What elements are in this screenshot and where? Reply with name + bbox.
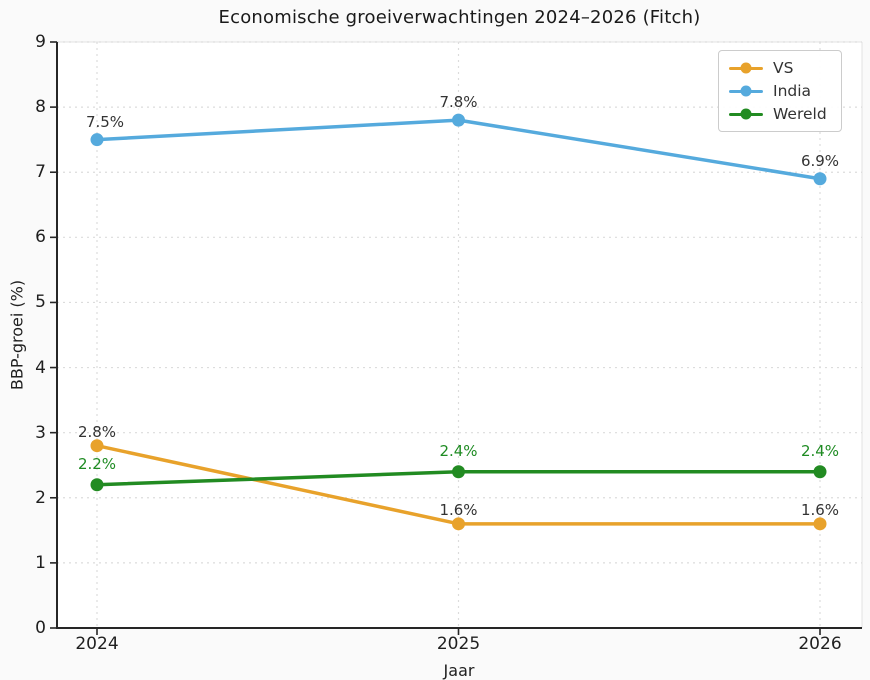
point-label-vs: 1.6% — [800, 500, 840, 519]
legend-box: VS India Wereld — [718, 50, 842, 132]
x-tick-label: 2026 — [798, 634, 842, 654]
legend-label: India — [773, 82, 812, 100]
y-tick-label: 9 — [35, 32, 46, 52]
data-point-wereld — [813, 465, 827, 479]
y-tick-label: 8 — [35, 97, 46, 118]
data-point-india — [813, 172, 827, 186]
y-tick-label: 4 — [35, 357, 46, 378]
x-tick-label: 2025 — [436, 634, 481, 654]
y-tick-label: 6 — [35, 227, 46, 248]
chart-title: Economische groeiverwachtingen 2024–2026… — [218, 7, 701, 28]
x-axis-label-clipped: Jaar — [443, 661, 475, 680]
y-tick-label: 3 — [35, 422, 46, 443]
point-label-india: 7.8% — [439, 93, 478, 112]
point-label-wereld: 2.2% — [77, 454, 117, 473]
point-label-vs: 2.8% — [77, 422, 117, 441]
plot-area — [57, 42, 862, 628]
data-point-wereld — [90, 478, 104, 492]
data-point-india — [452, 113, 465, 127]
data-point-vs — [813, 517, 827, 531]
point-label-india: 7.5% — [85, 112, 125, 131]
data-point-india — [90, 133, 104, 147]
y-tick-label: 2 — [35, 487, 46, 508]
point-label-wereld: 2.4% — [439, 441, 478, 460]
x-tick-label: 2024 — [75, 634, 119, 654]
data-point-vs — [90, 439, 104, 453]
legend-item-wereld: Wereld — [729, 105, 827, 123]
point-label-vs: 1.6% — [439, 500, 478, 519]
legend-label: Wereld — [773, 105, 827, 123]
y-tick-label: 5 — [35, 292, 46, 313]
data-point-vs — [452, 517, 465, 531]
y-tick-label: 1 — [35, 552, 46, 573]
legend-item-vs: VS — [729, 59, 827, 77]
point-label-wereld: 2.4% — [800, 441, 840, 460]
legend-line-marker-icon — [729, 62, 763, 74]
legend-line-marker-icon — [729, 108, 763, 120]
point-label-india: 6.9% — [800, 151, 840, 170]
y-tick-label: 0 — [35, 618, 46, 638]
data-point-wereld — [452, 465, 465, 479]
y-tick-label: 7 — [35, 162, 46, 183]
legend-label: VS — [773, 59, 794, 77]
legend-line-marker-icon — [729, 85, 763, 97]
legend-item-india: India — [729, 82, 827, 100]
